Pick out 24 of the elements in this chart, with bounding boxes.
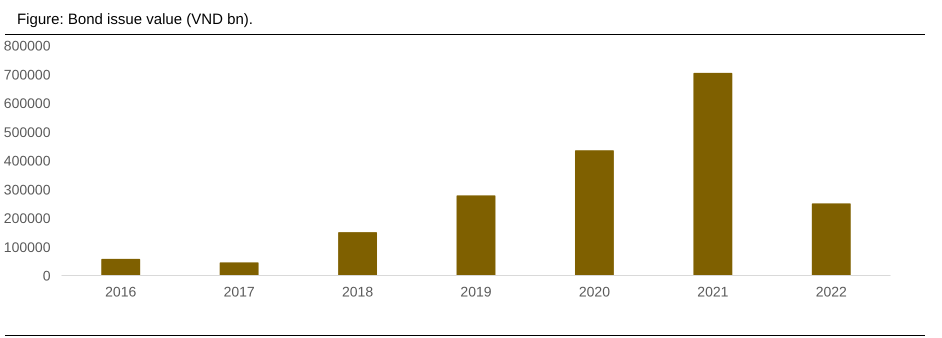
bar	[812, 203, 851, 276]
y-tick-label: 300000	[4, 181, 51, 198]
x-tick-label: 2020	[578, 284, 610, 300]
y-tick-label: 800000	[4, 38, 51, 54]
y-tick-label: 500000	[4, 124, 51, 140]
y-tick-label: 100000	[4, 238, 51, 255]
bar	[574, 150, 614, 276]
y-tick-label: 200000	[4, 210, 51, 226]
x-tick-label: 2021	[697, 284, 729, 300]
x-tick-label: 2016	[105, 284, 136, 300]
x-tick-label: 2018	[342, 284, 374, 300]
x-tick-label: 2022	[816, 284, 848, 300]
bar	[693, 72, 732, 276]
x-tick-label: 2017	[224, 284, 255, 300]
y-tick-label: 600000	[4, 95, 51, 111]
chart-title: Figure: Bond issue value (VND bn).	[17, 10, 253, 30]
y-tick-label: 0	[42, 268, 51, 284]
x-tick-label: 2019	[460, 284, 492, 300]
bar	[338, 232, 378, 276]
bar	[101, 258, 140, 276]
y-tick-label: 400000	[4, 152, 51, 168]
bar	[456, 195, 496, 276]
y-tick-label: 700000	[4, 66, 51, 82]
bar	[220, 262, 259, 276]
